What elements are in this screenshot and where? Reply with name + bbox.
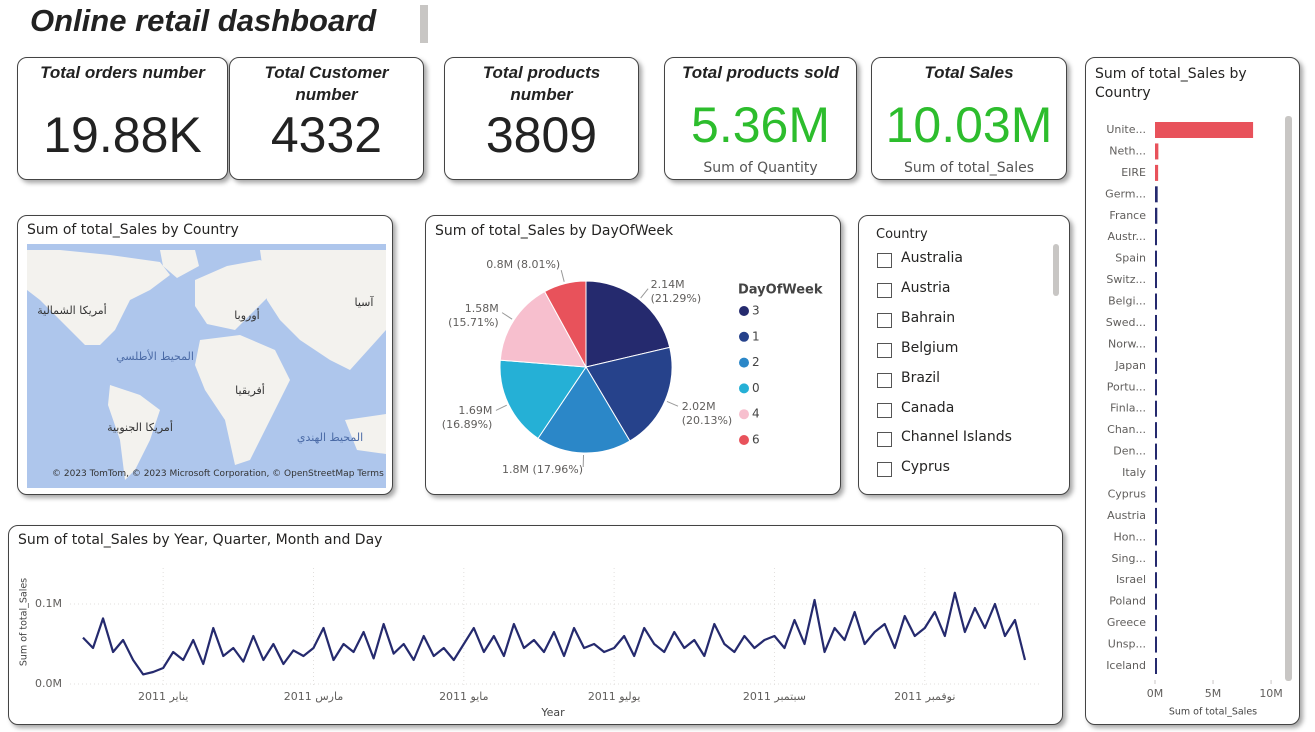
slicer-card: Country Australia Austria Bahrain Belgium Br…	[858, 215, 1070, 495]
kpi-card: Total products number 3809	[444, 57, 639, 180]
data-label: 2.02M (20.13%)	[681, 399, 733, 427]
map-card: Sum of total_Sales by Country	[17, 215, 393, 495]
land	[260, 250, 386, 370]
bar-card: Sum of total_Sales by Country	[1085, 57, 1300, 725]
kpi-value: 3809	[485, 107, 598, 163]
checkbox[interactable]	[877, 432, 892, 448]
map-label: أفريقيا	[235, 384, 265, 397]
land	[345, 414, 386, 454]
kpi-value: 4332	[270, 107, 383, 163]
slicer-item[interactable]: Austria	[901, 279, 951, 296]
land	[160, 250, 199, 278]
chart-title: Sum of total_Sales by Country	[1095, 66, 1247, 101]
map-label: آسيا	[354, 296, 374, 309]
kpi-card: Total Customer number 4332	[229, 57, 424, 180]
slicer-item[interactable]: Belgium	[901, 339, 959, 356]
slicer-item[interactable]: Brazil	[901, 369, 941, 386]
slicer-title: Country	[876, 227, 928, 242]
kpi-subtitle: Sum of total_Sales	[903, 160, 1035, 176]
slicer-item[interactable]: Cyprus	[901, 459, 950, 476]
map-attribution: © 2023 TomTom, © 2023 Microsoft Corporat…	[52, 469, 384, 479]
chart-title: Sum of total_Sales by DayOfWeek	[435, 223, 674, 239]
checkbox[interactable]	[877, 342, 892, 358]
data-label: 0.8M (8.01%)	[486, 258, 561, 272]
map-title: Sum of total_Sales by Country	[27, 222, 239, 238]
checkbox[interactable]	[877, 282, 892, 298]
checkbox[interactable]	[877, 402, 892, 418]
scrollbar[interactable]	[1285, 116, 1292, 681]
data-label: 1.8M (17.96%)	[502, 462, 584, 476]
kpi-title: Total products number	[482, 63, 601, 104]
kpi-card: Total Sales 10.03M Sum of total_Sales	[871, 57, 1067, 180]
kpi-value: 19.88K	[43, 107, 202, 163]
pie-card: Sum of total_Sales by DayOfWeek	[425, 215, 841, 495]
checkbox[interactable]	[877, 253, 892, 268]
land	[108, 385, 160, 480]
slicer-item[interactable]: Channel Islands	[901, 429, 1012, 446]
land	[195, 335, 290, 465]
map-label: أمريكا الجنوبية	[107, 421, 173, 434]
kpi-card: Total products sold 5.36M Sum of Quantit…	[664, 57, 857, 180]
kpi-title: Total Customer number	[264, 63, 389, 104]
map[interactable]	[27, 244, 386, 488]
line-card: Sum of total_Sales by Year, Quarter, Mon…	[8, 525, 1063, 725]
checkbox[interactable]	[877, 372, 892, 388]
kpi-value: 10.03M	[885, 97, 1053, 153]
land	[27, 250, 170, 345]
map-label: أوروبا	[234, 309, 260, 322]
page-title: Online retail dashboard	[30, 3, 377, 38]
data-label: 2.14M (21.29%)	[650, 277, 702, 305]
kpi-subtitle: Sum of Quantity	[703, 160, 818, 176]
kpi-title: Total Sales	[924, 63, 1014, 82]
map-label: المحيط الأطلسي	[116, 350, 194, 363]
data-label: 1.58M (15.71%)	[448, 302, 499, 330]
map-label: أمريكا الشمالية	[37, 304, 107, 317]
map-label: المحيط الهندي	[296, 431, 364, 444]
kpi-title: Total products sold	[681, 63, 840, 82]
chart-title: Sum of total_Sales by Year, Quarter, Mon…	[18, 532, 383, 548]
kpi-card: Total orders number 19.88K	[17, 57, 228, 180]
checkbox[interactable]	[877, 312, 892, 328]
slicer-item[interactable]: Bahrain	[901, 309, 956, 326]
kpi-title: Total orders number	[40, 63, 205, 82]
scrollbar[interactable]	[1053, 244, 1059, 296]
data-label: 1.69M (16.89%)	[441, 404, 493, 432]
slicer-item[interactable]: Canada	[901, 399, 955, 416]
slicer-item[interactable]: Australia	[901, 250, 963, 266]
title-divider	[420, 5, 428, 43]
checkbox[interactable]	[877, 462, 892, 478]
kpi-value: 5.36M	[691, 97, 830, 153]
